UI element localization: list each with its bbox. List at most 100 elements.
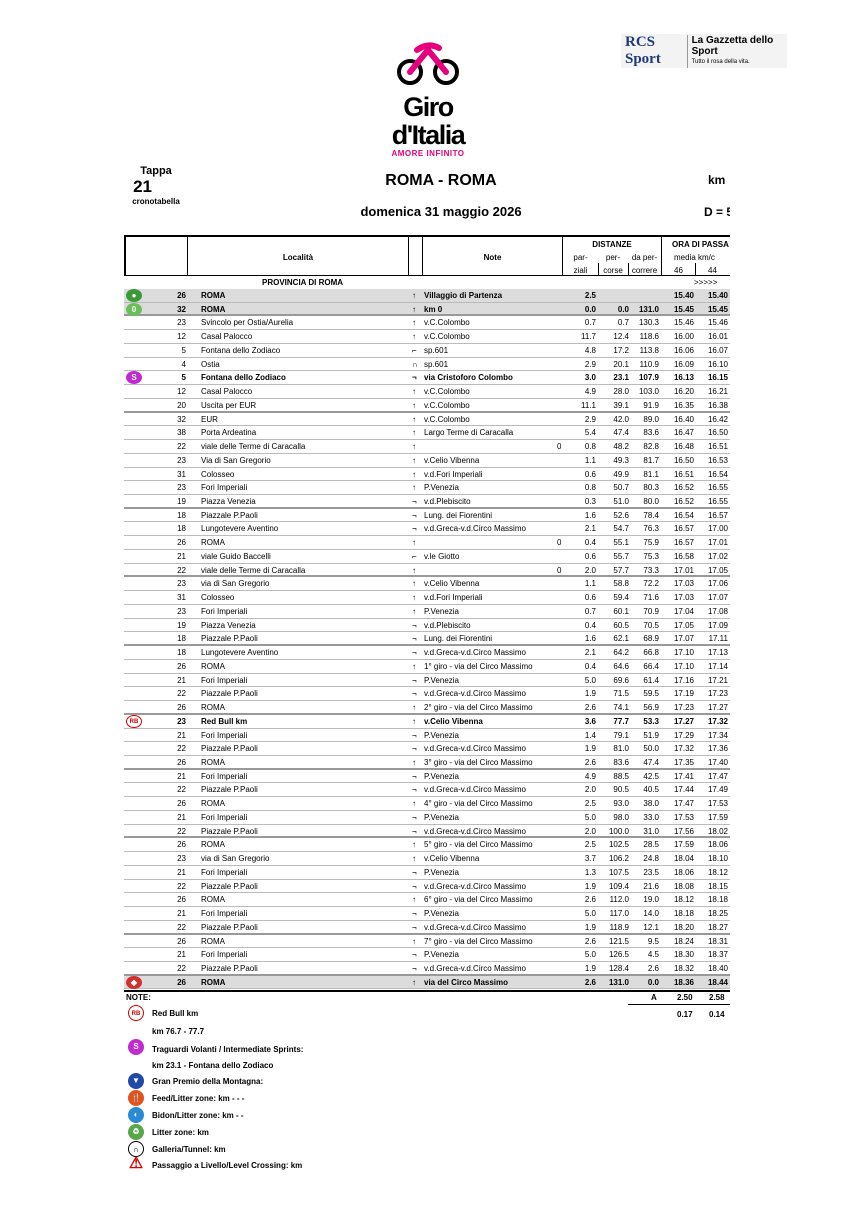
da-percorrere: 72.2 <box>643 579 659 589</box>
time-46: 16.57 <box>673 538 694 548</box>
time-46: 18.08 <box>673 881 694 891</box>
altitude: 18 <box>177 648 186 658</box>
localita: ROMA <box>201 977 226 987</box>
note: v.le Giotto <box>424 551 460 561</box>
da-percorrere: 73.3 <box>643 565 659 575</box>
table-body: ● 26 ROMA ↑ Villaggio di Partenza 2.5 15.40 15.… <box>124 289 730 990</box>
time-46: 16.09 <box>673 359 694 369</box>
time-44: 16.10 <box>707 359 728 369</box>
percorse: 74.1 <box>613 703 629 713</box>
table-row: 22 viale delle Terme di Caracalla ↑ 0 2.0 57.… <box>124 564 730 578</box>
da-percorrere: 81.1 <box>643 469 659 479</box>
localita: Red Bull km <box>201 716 248 726</box>
province-row: PROVINCIA DI ROMA >>>>> <box>124 277 730 289</box>
notes-sprint-km: km 23.1 - Fontana dello Zodiaco <box>152 1061 274 1070</box>
table-row: 18 Piazzale P.Paoli ¬ Lung. dei Fiorentini 1… <box>124 509 730 523</box>
stage-label: Tappa <box>140 165 172 177</box>
percorse: 64.2 <box>613 648 629 658</box>
localita: Fori Imperiali <box>201 812 248 822</box>
direction-arrows: >>>>> <box>694 278 718 287</box>
direction-icon: ¬ <box>412 634 417 644</box>
table-row: 26 ROMA ↑ 4° giro - via del Circo Massimo 2.… <box>124 797 730 811</box>
header-media: media km/c <box>674 253 715 262</box>
da-percorrere: 78.4 <box>643 510 659 520</box>
da-percorrere: 33.0 <box>643 812 659 822</box>
localita: Lungotevere Aventino <box>201 648 279 658</box>
bidon-zone-icon: ◐ <box>128 1107 144 1123</box>
notes-redbull-km: km 76.7 - 77.7 <box>152 1027 205 1036</box>
percorse: 55.7 <box>613 551 629 561</box>
altitude: 23 <box>177 455 186 465</box>
parziali: 0.7 <box>584 606 596 616</box>
time-44: 16.53 <box>707 455 728 465</box>
percorse: 42.0 <box>613 414 629 424</box>
note: v.d.Greca-v.d.Circo Massimo <box>424 881 526 891</box>
table-row: 26 ROMA ↑ 7° giro - via del Circo Massimo 2.… <box>124 935 730 949</box>
header-distanze: DISTANZE <box>592 240 632 249</box>
altitude: 23 <box>177 318 186 328</box>
time-46: 17.03 <box>673 579 694 589</box>
localita: Fori Imperiali <box>201 606 248 616</box>
sprint-icon: S <box>128 1039 144 1055</box>
altitude: 26 <box>177 799 186 809</box>
note: via del Circo Massimo <box>424 977 509 987</box>
gazzetta-tagline: Tutto il rosa della vita. <box>691 58 750 65</box>
parziali: 2.6 <box>584 895 596 905</box>
da-percorrere: 28.5 <box>643 840 659 850</box>
percorse: 107.5 <box>608 867 629 877</box>
parziali: 0.3 <box>584 497 596 507</box>
altitude: 32 <box>177 304 186 314</box>
da-percorrere: 80.3 <box>643 483 659 493</box>
time-46: 15.46 <box>673 318 694 328</box>
time-46: 17.53 <box>673 812 694 822</box>
da-percorrere: 107.9 <box>638 373 659 383</box>
note: 3° giro - via del Circo Massimo <box>424 757 533 767</box>
note: P.Venezia <box>424 675 459 685</box>
parziali: 5.0 <box>584 950 596 960</box>
direction-icon: ↑ <box>412 799 416 809</box>
percorse: 126.5 <box>608 950 629 960</box>
da-percorrere: 4.5 <box>647 950 659 960</box>
time-44: 17.36 <box>707 744 728 754</box>
da-percorrere: 71.6 <box>643 593 659 603</box>
time-46: 17.29 <box>673 730 694 740</box>
direction-icon: ∩ <box>412 359 418 369</box>
note: v.C.Colombo <box>424 414 470 424</box>
time-46: 16.06 <box>673 345 694 355</box>
parziali: 2.5 <box>584 799 596 809</box>
time-44: 17.40 <box>707 757 728 767</box>
direction-icon: ¬ <box>412 373 417 383</box>
table-row: 4 Ostia ∩ sp.601 2.9 20.1 110.9 16.09 16.10 <box>124 358 730 372</box>
table-header: Località Note DISTANZE par- ziali per- c… <box>124 235 730 276</box>
da-percorrere: 42.5 <box>643 771 659 781</box>
direction-icon: ¬ <box>412 812 417 822</box>
table-row: 23 via di San Gregorio ↑ v.Celio Vibenna 3.7… <box>124 852 730 866</box>
percorse: 121.5 <box>608 936 629 946</box>
time-46: 16.20 <box>673 387 694 397</box>
note: v.d.Plebiscito <box>424 497 471 507</box>
direction-icon: ↑ <box>412 428 416 438</box>
table-row: 21 Fori Imperiali ¬ P.Venezia 1.4 79.1 51.9 17.… <box>124 729 730 743</box>
localita: ROMA <box>201 895 225 905</box>
localita: ROMA <box>201 538 225 548</box>
percorse: 52.6 <box>613 510 629 520</box>
altitude: 26 <box>177 840 186 850</box>
feed-zone-icon: 🍴 <box>128 1090 144 1106</box>
time-44: 16.07 <box>707 345 728 355</box>
percorse: 83.6 <box>613 757 629 767</box>
direction-icon: ↑ <box>412 318 416 328</box>
parziali: 1.1 <box>584 455 596 465</box>
time-46: 15.40 <box>673 291 694 300</box>
da-percorrere: 47.4 <box>643 757 659 767</box>
percorse: 57.7 <box>613 565 629 575</box>
note: v.C.Colombo <box>424 400 470 410</box>
note: Lung. dei Fiorentini <box>424 510 493 520</box>
time-46: 16.54 <box>673 510 694 520</box>
time-46: 16.13 <box>673 373 694 383</box>
note: v.d.Greca-v.d.Circo Massimo <box>424 826 526 836</box>
direction-icon: ↑ <box>412 483 416 493</box>
direction-icon: ¬ <box>412 881 417 891</box>
parziali: 0.8 <box>584 442 596 452</box>
altitude: 21 <box>177 909 186 919</box>
localita: ROMA <box>201 840 225 850</box>
